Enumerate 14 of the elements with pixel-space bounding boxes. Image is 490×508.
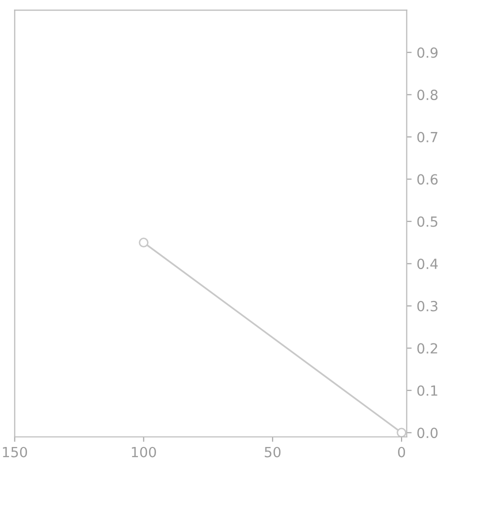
y-tick-label: 0.2 bbox=[417, 343, 438, 354]
y-tick-label: 0.1 bbox=[417, 385, 438, 396]
x-tick-label: 100 bbox=[132, 446, 156, 458]
y-tick-label: 0.9 bbox=[417, 47, 438, 58]
y-tick-label: 0.5 bbox=[417, 216, 438, 227]
y-tick-label: 0.4 bbox=[417, 258, 438, 270]
y-tick-label: 0.0 bbox=[417, 428, 438, 438]
y-tick-label: 0.8 bbox=[417, 90, 438, 100]
x-tick-label: 150 bbox=[2, 446, 28, 458]
y-tick-label: 0.6 bbox=[417, 174, 438, 185]
x-tick-label: 0 bbox=[398, 446, 406, 458]
y-tick-label: 0.7 bbox=[417, 132, 438, 142]
x-tick-label: 50 bbox=[264, 446, 281, 458]
y-tick-label: 0.3 bbox=[417, 300, 438, 312]
